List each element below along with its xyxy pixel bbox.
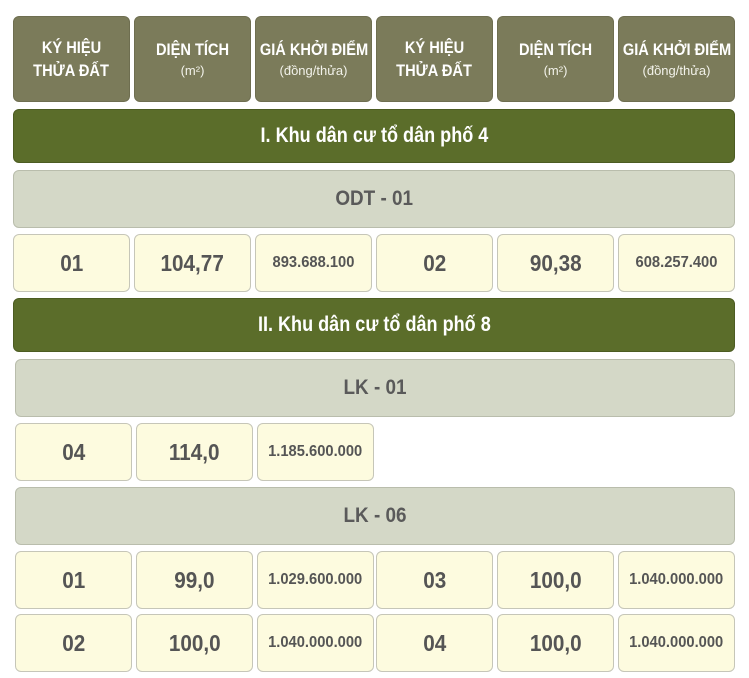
plot-price: 1.040.000.000 — [629, 571, 724, 588]
plot-price: 1.040.000.000 — [268, 634, 363, 651]
group-title: LK - 06 — [15, 487, 735, 545]
price-cell: 1.040.000.000 — [618, 551, 735, 609]
plot-price: 893.688.100 — [272, 254, 355, 271]
price-cell: 608.257.400 — [618, 234, 735, 292]
plot-price: 1.040.000.000 — [629, 634, 724, 651]
plot-area: 114,0 — [169, 438, 220, 465]
header-area-1: DIỆN TÍCH (m²) — [134, 16, 251, 102]
plot-id: 02 — [61, 629, 86, 656]
section-title: I. Khu dân cư tổ dân phố 4 — [13, 109, 735, 163]
plot-id: 04 — [422, 629, 447, 656]
header-area-2: DIỆN TÍCH (m²) — [497, 16, 614, 102]
header-area-unit: (m²) — [180, 63, 205, 78]
plot-area: 90,38 — [529, 249, 582, 276]
area-cell: 100,0 — [136, 614, 253, 672]
price-cell: 1.040.000.000 — [257, 614, 374, 672]
header-plot-id-2: KÝ HIỆU THỬA ĐẤT — [376, 16, 493, 102]
price-cell: 893.688.100 — [255, 234, 372, 292]
header-plot-id-line2: THỬA ĐẤT — [396, 61, 473, 80]
header-plot-id-line2: THỬA ĐẤT — [33, 61, 110, 80]
header-plot-id-1: KÝ HIỆU THỬA ĐẤT — [13, 16, 130, 102]
header-area-title: DIỆN TÍCH — [518, 40, 593, 59]
header-price-2: GIÁ KHỞI ĐIỂM (đồng/thửa) — [618, 16, 735, 102]
area-cell: 100,0 — [497, 551, 614, 609]
plot-area: 100,0 — [529, 629, 582, 656]
plot-id-cell: 01 — [15, 551, 132, 609]
section-title-text: I. Khu dân cư tổ dân phố 4 — [260, 124, 488, 147]
section-title: II. Khu dân cư tổ dân phố 8 — [13, 298, 735, 352]
group-title-text: LK - 01 — [343, 376, 407, 399]
plot-area: 100,0 — [529, 566, 582, 593]
plot-id-cell: 04 — [376, 614, 493, 672]
price-cell: 1.185.600.000 — [257, 423, 374, 481]
header-price-title: GIÁ KHỞI ĐIỂM — [622, 40, 731, 59]
header-price-title: GIÁ KHỞI ĐIỂM — [259, 40, 368, 59]
plot-area: 99,0 — [174, 566, 215, 593]
header-area-title: DIỆN TÍCH — [155, 40, 230, 59]
plot-id: 02 — [422, 249, 447, 276]
plot-id-cell: 04 — [15, 423, 132, 481]
area-cell: 104,77 — [134, 234, 251, 292]
plot-price: 608.257.400 — [635, 254, 718, 271]
group-title: LK - 01 — [15, 359, 735, 417]
plot-price: 1.185.600.000 — [268, 443, 363, 460]
plot-area: 104,77 — [160, 249, 225, 276]
plot-area: 100,0 — [168, 629, 221, 656]
area-cell: 114,0 — [136, 423, 253, 481]
plot-id-cell: 02 — [15, 614, 132, 672]
header-price-unit: (đồng/thửa) — [279, 63, 348, 78]
price-cell: 1.029.600.000 — [257, 551, 374, 609]
plot-id: 03 — [422, 566, 447, 593]
header-plot-id-line1: KÝ HIỆU — [41, 38, 102, 57]
price-cell: 1.040.000.000 — [618, 614, 735, 672]
group-title-text: LK - 06 — [343, 504, 407, 527]
header-price-1: GIÁ KHỞI ĐIỂM (đồng/thửa) — [255, 16, 372, 102]
section-title-text: II. Khu dân cư tổ dân phố 8 — [257, 313, 491, 336]
plot-id: 01 — [59, 249, 84, 276]
group-title: ODT - 01 — [13, 170, 735, 228]
area-cell: 99,0 — [136, 551, 253, 609]
plot-id: 04 — [61, 438, 86, 465]
area-cell: 90,38 — [497, 234, 614, 292]
plot-id-cell: 01 — [13, 234, 130, 292]
header-plot-id-line1: KÝ HIỆU — [404, 38, 465, 57]
plot-price: 1.029.600.000 — [268, 571, 363, 588]
area-cell: 100,0 — [497, 614, 614, 672]
group-title-text: ODT - 01 — [335, 187, 413, 210]
header-area-unit: (m²) — [543, 63, 568, 78]
header-price-unit: (đồng/thửa) — [642, 63, 711, 78]
plot-id-cell: 03 — [376, 551, 493, 609]
plot-id-cell: 02 — [376, 234, 493, 292]
plot-id: 01 — [61, 566, 86, 593]
